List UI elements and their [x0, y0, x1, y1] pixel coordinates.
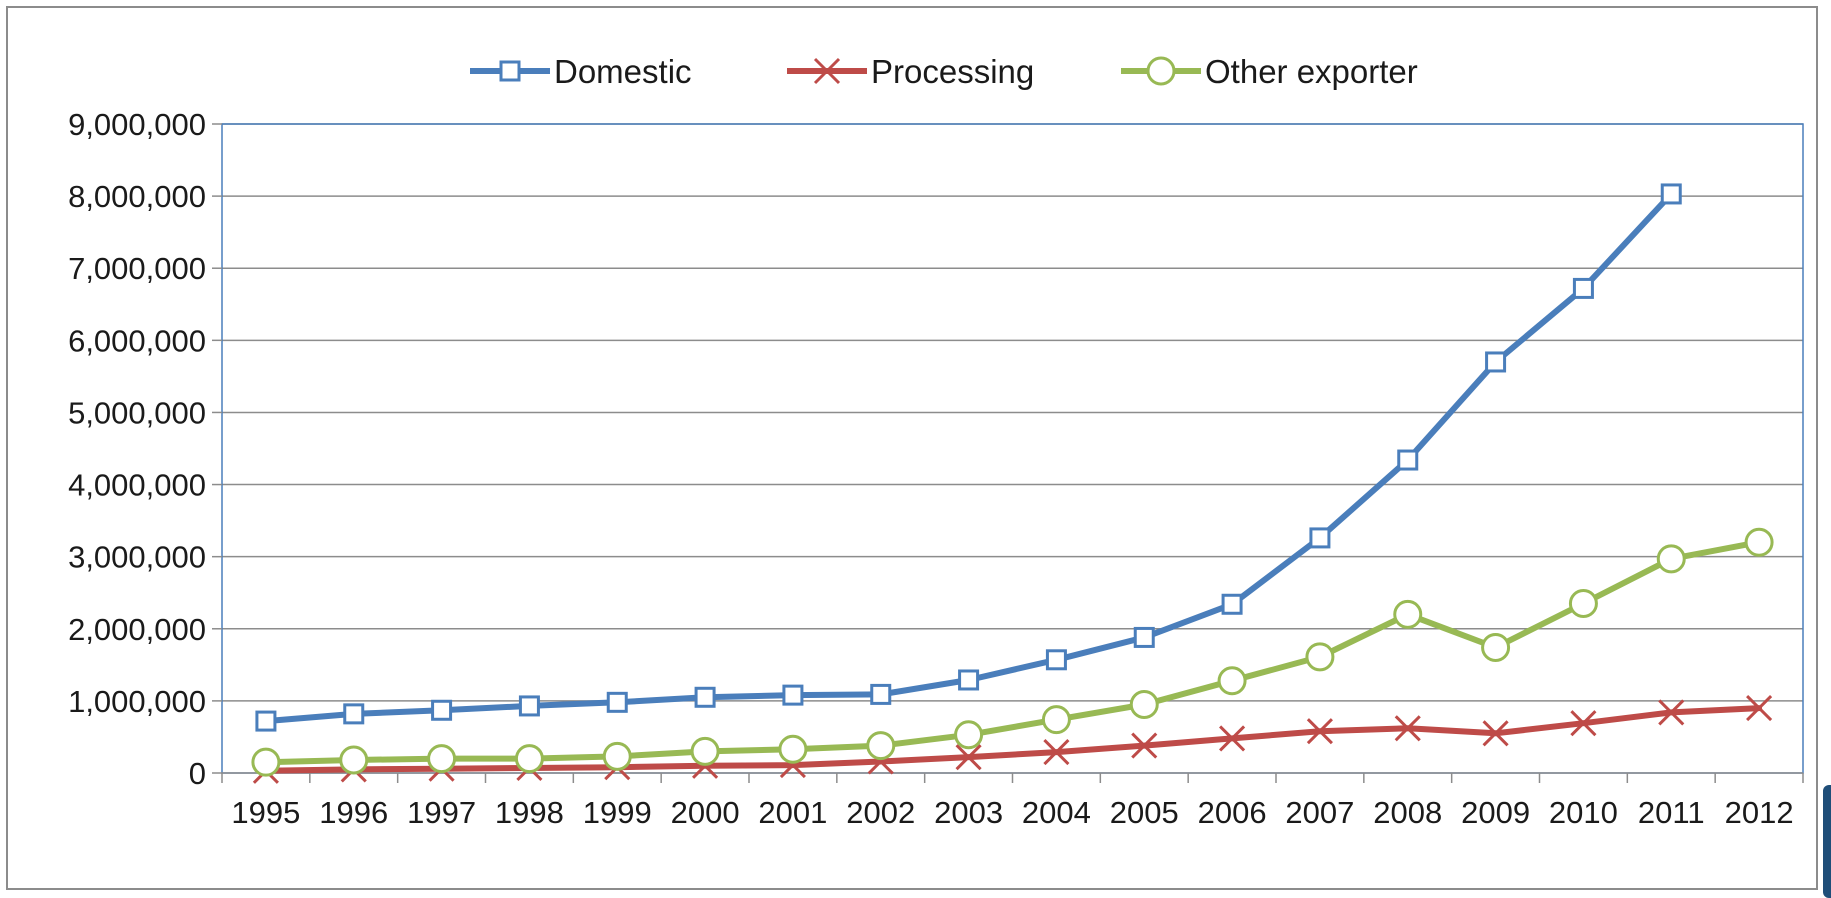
x-tick-label: 2007: [1285, 795, 1354, 830]
data-point-domestic: [1309, 527, 1331, 549]
series-line-other-exporter: [262, 539, 1763, 766]
x-tick-label: 2005: [1110, 795, 1179, 830]
legend-item-processing: Processing: [787, 53, 1034, 90]
x-tick-label: 2003: [934, 795, 1003, 830]
y-tick-label: 8,000,000: [68, 179, 206, 214]
data-point-other-exporter: [1744, 527, 1774, 557]
x-tick-label: 2012: [1725, 795, 1794, 830]
data-point-domestic: [1045, 649, 1067, 671]
x-tick-label: 2002: [846, 795, 915, 830]
x-tick-label: 2010: [1549, 795, 1618, 830]
y-tick-label: 5,000,000: [68, 395, 206, 430]
data-point-other-exporter: [602, 741, 632, 771]
data-point-other-exporter: [1568, 589, 1598, 619]
corner-accent: [1823, 785, 1831, 898]
data-point-other-exporter: [1393, 599, 1423, 629]
legend-item-domestic: Domestic: [470, 53, 692, 90]
legend-item-other-exporter: Other exporter: [1121, 53, 1418, 90]
series-group: [251, 183, 1774, 784]
x-tick-label: 2008: [1373, 795, 1442, 830]
data-point-domestic: [1397, 449, 1419, 471]
data-point-processing: [1131, 732, 1158, 759]
legend-label-other-exporter: Other exporter: [1205, 53, 1418, 90]
x-tick-label: 1997: [407, 795, 476, 830]
x-tick-label: 2001: [758, 795, 827, 830]
data-point-other-exporter: [1481, 633, 1511, 663]
data-point-domestic: [1572, 277, 1594, 299]
data-point-processing: [1570, 710, 1597, 737]
series-line-domestic: [262, 190, 1675, 725]
data-point-processing: [1306, 718, 1333, 745]
data-point-other-exporter: [1656, 544, 1686, 574]
legend: Domestic Processing Other exporter: [470, 53, 1418, 90]
legend-marker-domestic: [499, 60, 521, 82]
data-point-other-exporter: [690, 736, 720, 766]
y-tick-label: 2,000,000: [68, 612, 206, 647]
y-tick-label: 0: [189, 756, 206, 791]
data-point-other-exporter: [866, 731, 896, 761]
y-tick-label: 7,000,000: [68, 251, 206, 286]
data-point-processing: [1219, 725, 1246, 752]
x-tick-label: 1995: [231, 795, 300, 830]
data-point-other-exporter: [954, 720, 984, 750]
data-point-domestic: [1485, 351, 1507, 373]
data-point-domestic: [870, 683, 892, 705]
data-point-domestic: [958, 669, 980, 691]
y-tick-label: 6,000,000: [68, 323, 206, 358]
data-point-processing: [1746, 695, 1773, 722]
legend-label-domestic: Domestic: [554, 53, 692, 90]
legend-marker-processing: [813, 57, 841, 85]
data-point-other-exporter: [1217, 666, 1247, 696]
data-point-domestic: [343, 703, 365, 725]
data-point-other-exporter: [514, 744, 544, 774]
y-tick-label: 4,000,000: [68, 468, 206, 503]
data-point-other-exporter: [339, 745, 369, 775]
series-other-exporter: [251, 527, 1774, 777]
x-tick-label: 1999: [583, 795, 652, 830]
x-tick-label: 1996: [319, 795, 388, 830]
y-tick-label: 1,000,000: [68, 684, 206, 719]
data-point-other-exporter: [1129, 689, 1159, 719]
data-point-processing: [955, 744, 982, 771]
axes: 0 1,000,000 2,000,000 3,000,000 4,000,000 5,0…: [68, 107, 1804, 830]
y-tick-label: 9,000,000: [68, 107, 206, 142]
x-tick-label: 1998: [495, 795, 564, 830]
data-point-domestic: [1133, 626, 1155, 648]
data-point-domestic: [518, 695, 540, 717]
y-tick-label: 3,000,000: [68, 540, 206, 575]
x-tick-label: 2009: [1461, 795, 1530, 830]
data-point-other-exporter: [778, 734, 808, 764]
x-tick-label: 2004: [1022, 795, 1091, 830]
data-point-other-exporter: [251, 747, 281, 777]
plot-area: [221, 123, 1804, 774]
data-point-domestic: [1660, 183, 1682, 205]
x-tick-label: 2011: [1638, 795, 1705, 830]
data-point-domestic: [694, 686, 716, 708]
data-point-other-exporter: [1041, 705, 1071, 735]
data-point-processing: [1394, 715, 1421, 742]
x-tick-label: 2000: [671, 795, 740, 830]
series-domestic: [255, 183, 1682, 732]
legend-marker-other-exporter: [1146, 56, 1176, 86]
data-point-other-exporter: [1305, 642, 1335, 672]
data-point-other-exporter: [427, 744, 457, 774]
x-tick-label: 2006: [1198, 795, 1267, 830]
data-point-processing: [1658, 699, 1685, 726]
data-point-domestic: [1221, 593, 1243, 615]
data-point-processing: [1482, 720, 1509, 747]
data-point-domestic: [255, 710, 277, 732]
legend-label-processing: Processing: [871, 53, 1034, 90]
data-point-processing: [1043, 739, 1070, 766]
series-line-processing: [262, 705, 1763, 774]
data-point-domestic: [782, 684, 804, 706]
data-point-domestic: [606, 691, 628, 713]
data-point-domestic: [431, 699, 453, 721]
